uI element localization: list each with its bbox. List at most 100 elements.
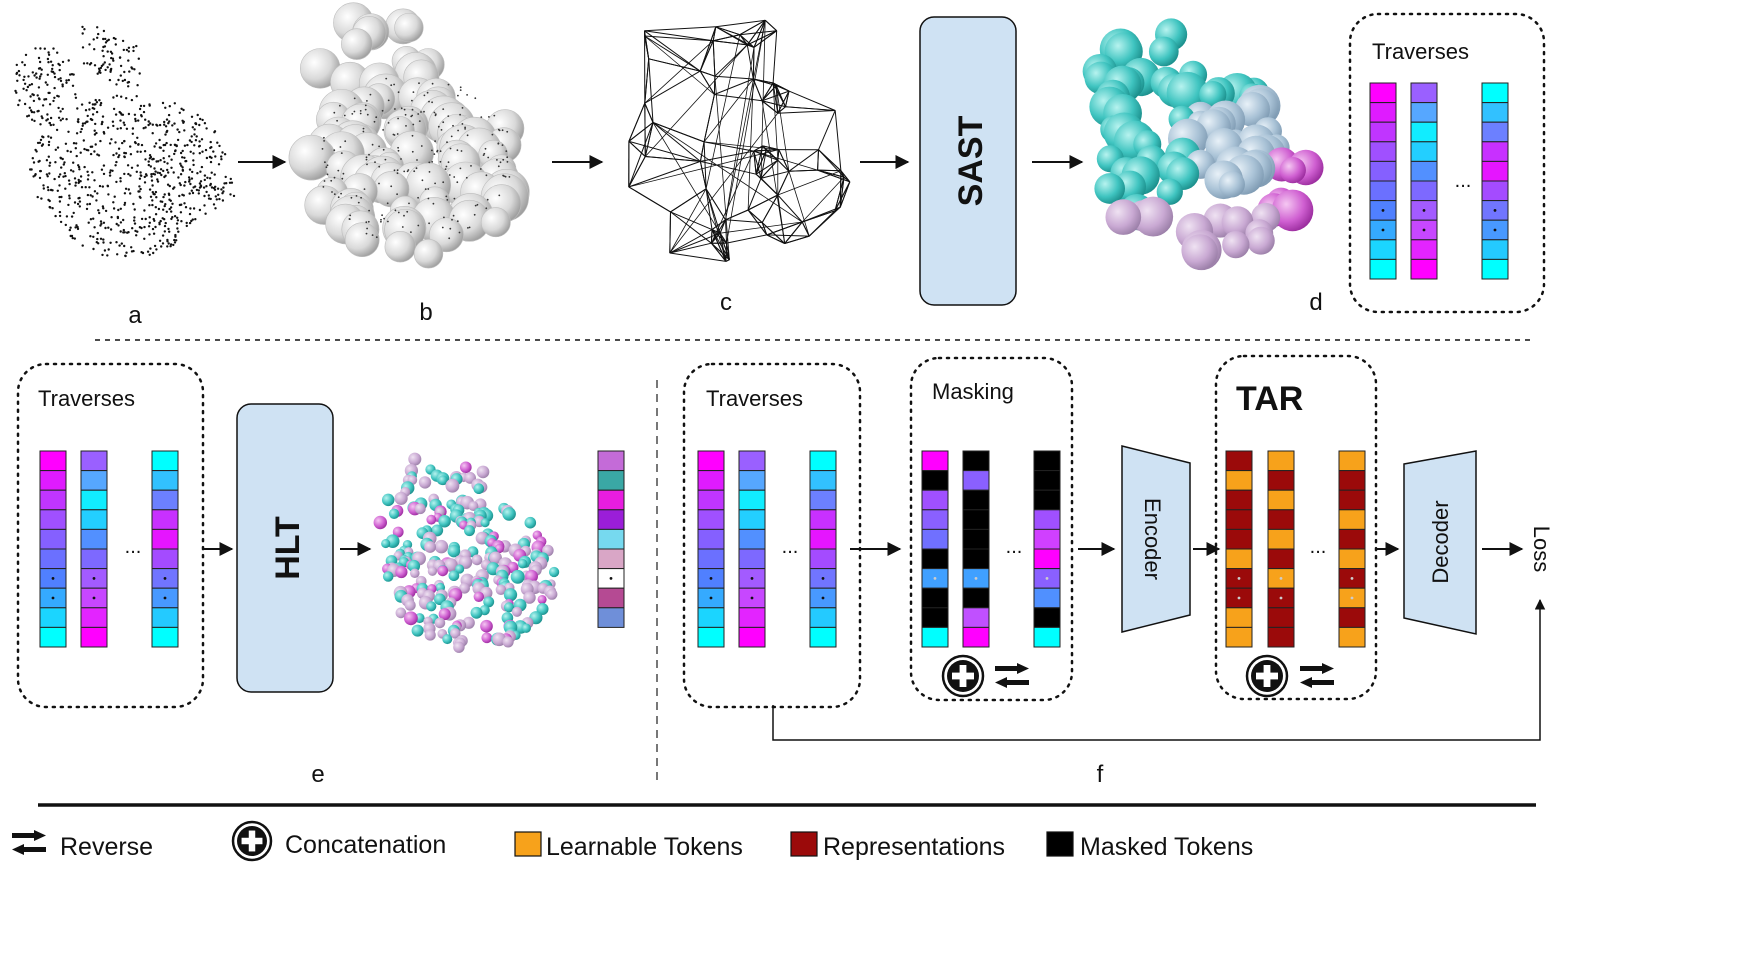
cloud-point bbox=[152, 232, 156, 235]
traverse-column bbox=[1410, 82, 1438, 280]
cloud-point bbox=[137, 190, 140, 193]
cloud-point bbox=[139, 187, 142, 191]
cloud-point bbox=[93, 133, 97, 136]
token-cell bbox=[1481, 121, 1509, 143]
token-cell bbox=[1267, 509, 1295, 530]
cloud-point bbox=[168, 230, 171, 233]
cloud-point bbox=[206, 176, 209, 179]
token-cell bbox=[921, 450, 949, 472]
cloud-point bbox=[49, 60, 53, 63]
cloud-point bbox=[77, 181, 80, 185]
cover-sphere bbox=[341, 28, 373, 60]
cloud-point bbox=[48, 172, 51, 175]
cover-point bbox=[341, 177, 344, 180]
cloud-point bbox=[31, 93, 34, 96]
cloud-point bbox=[165, 141, 168, 145]
bunny-sphere bbox=[483, 596, 495, 608]
mesh-edge bbox=[628, 140, 701, 162]
cloud-point bbox=[209, 184, 212, 187]
cloud-point bbox=[96, 36, 99, 39]
cloud-point bbox=[88, 186, 91, 189]
cloud-point bbox=[99, 237, 103, 240]
traverse-column bbox=[738, 450, 766, 648]
cloud-point bbox=[179, 162, 182, 165]
segment-sphere bbox=[1271, 189, 1314, 232]
cover-point bbox=[491, 133, 494, 136]
cloud-point bbox=[161, 234, 165, 237]
cloud-point bbox=[53, 96, 56, 100]
cloud-point bbox=[209, 197, 212, 201]
token-cell bbox=[697, 528, 725, 550]
cloud-point bbox=[172, 187, 175, 190]
cloud-point bbox=[40, 197, 43, 200]
cloud-point bbox=[37, 56, 41, 60]
cloud-point bbox=[162, 169, 165, 173]
reverse-head-right bbox=[34, 830, 46, 841]
cloud-point bbox=[188, 221, 192, 225]
cloud-point bbox=[148, 216, 151, 219]
cloud-point bbox=[191, 191, 195, 195]
cloud-point bbox=[148, 103, 151, 106]
segment-sphere bbox=[1133, 196, 1174, 237]
concatenation-symbol bbox=[941, 654, 985, 698]
cloud-point bbox=[101, 115, 105, 118]
cloud-point bbox=[48, 91, 51, 95]
cloud-point bbox=[56, 146, 60, 149]
cover-point bbox=[445, 165, 448, 168]
bunny-sphere bbox=[410, 568, 420, 578]
mesh-edge bbox=[628, 186, 671, 213]
cloud-point bbox=[160, 245, 163, 248]
cloud-point bbox=[155, 123, 158, 127]
cover-point bbox=[353, 110, 356, 113]
cover-point bbox=[406, 170, 409, 173]
cloud-point bbox=[188, 192, 191, 195]
cloud-point bbox=[134, 229, 137, 233]
cloud-point bbox=[18, 74, 21, 77]
cloud-point bbox=[102, 164, 106, 167]
cover-point bbox=[325, 166, 328, 169]
cloud-point bbox=[136, 150, 139, 153]
token-cell bbox=[809, 489, 837, 511]
cloud-point bbox=[163, 120, 166, 124]
token-cell bbox=[597, 470, 625, 491]
cloud-point bbox=[132, 49, 135, 53]
cloud-point bbox=[164, 125, 168, 128]
cloud-point bbox=[46, 175, 49, 178]
ellipsis-dot bbox=[1350, 596, 1354, 600]
cloud-point bbox=[126, 164, 130, 167]
cloud-point bbox=[112, 124, 115, 128]
cloud-point bbox=[58, 195, 61, 199]
cloud-point bbox=[49, 123, 53, 127]
cloud-point bbox=[99, 224, 102, 227]
cloud-point bbox=[149, 247, 152, 250]
cover-point bbox=[394, 108, 396, 110]
traverse-columns-d bbox=[1369, 82, 1509, 280]
mesh-edge bbox=[711, 150, 755, 244]
cloud-point bbox=[140, 114, 143, 117]
cloud-point bbox=[201, 118, 204, 122]
cloud-point bbox=[218, 197, 221, 201]
cloud-point bbox=[198, 186, 202, 189]
token-cell bbox=[1033, 607, 1061, 628]
token-cell bbox=[151, 548, 179, 570]
ellipsis-dot bbox=[1279, 596, 1283, 600]
cloud-point bbox=[181, 193, 184, 196]
mesh-edge bbox=[834, 110, 842, 171]
cover-point bbox=[508, 176, 511, 178]
cloud-point bbox=[212, 150, 215, 153]
cloud-point bbox=[116, 253, 119, 256]
cover-point bbox=[501, 144, 504, 147]
cloud-point bbox=[108, 63, 111, 66]
cover-point bbox=[324, 161, 326, 164]
cloud-point bbox=[95, 101, 99, 104]
token-cell bbox=[1369, 141, 1397, 162]
cloud-point bbox=[68, 182, 71, 186]
mesh-edge bbox=[746, 44, 754, 80]
cloud-point bbox=[99, 71, 102, 75]
cover-point bbox=[365, 232, 368, 235]
cover-point bbox=[366, 100, 368, 102]
token-cell bbox=[80, 509, 108, 530]
cloud-point bbox=[151, 203, 154, 207]
cloud-point bbox=[134, 119, 137, 123]
cover-point bbox=[365, 156, 368, 159]
